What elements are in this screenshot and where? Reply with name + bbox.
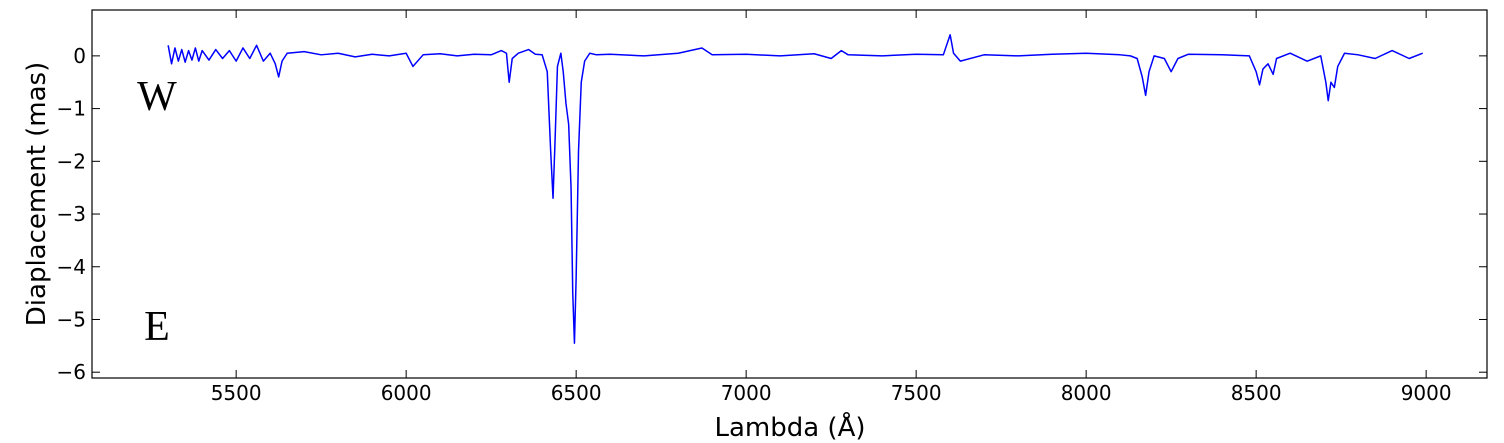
- x-tick-label: 8500: [1231, 381, 1282, 405]
- y-tick-label: −3: [57, 202, 86, 226]
- y-tick-label: −2: [57, 149, 86, 173]
- annotation: E: [144, 304, 170, 350]
- y-tick-label: 0: [73, 44, 86, 68]
- x-tick-label: 8000: [1061, 381, 1112, 405]
- y-tick-label: −4: [57, 255, 86, 279]
- y-tick-label: −5: [57, 307, 86, 331]
- x-tick-label: 5500: [211, 381, 262, 405]
- x-tick-label: 9000: [1401, 381, 1452, 405]
- x-tick-label: 7000: [721, 381, 772, 405]
- y-tick-label: −1: [57, 97, 86, 121]
- y-tick-label: −6: [57, 360, 86, 384]
- data-line: [167, 34, 1424, 344]
- y-axis-label: Diaplacement (mas): [22, 62, 52, 326]
- x-tick-label: 7500: [891, 381, 942, 405]
- annotation: W: [137, 74, 177, 120]
- plot-frame: [91, 9, 1488, 379]
- x-axis-label: Lambda (Å): [714, 411, 865, 443]
- x-tick-label: 6500: [551, 381, 602, 405]
- x-tick-label: 6000: [381, 381, 432, 405]
